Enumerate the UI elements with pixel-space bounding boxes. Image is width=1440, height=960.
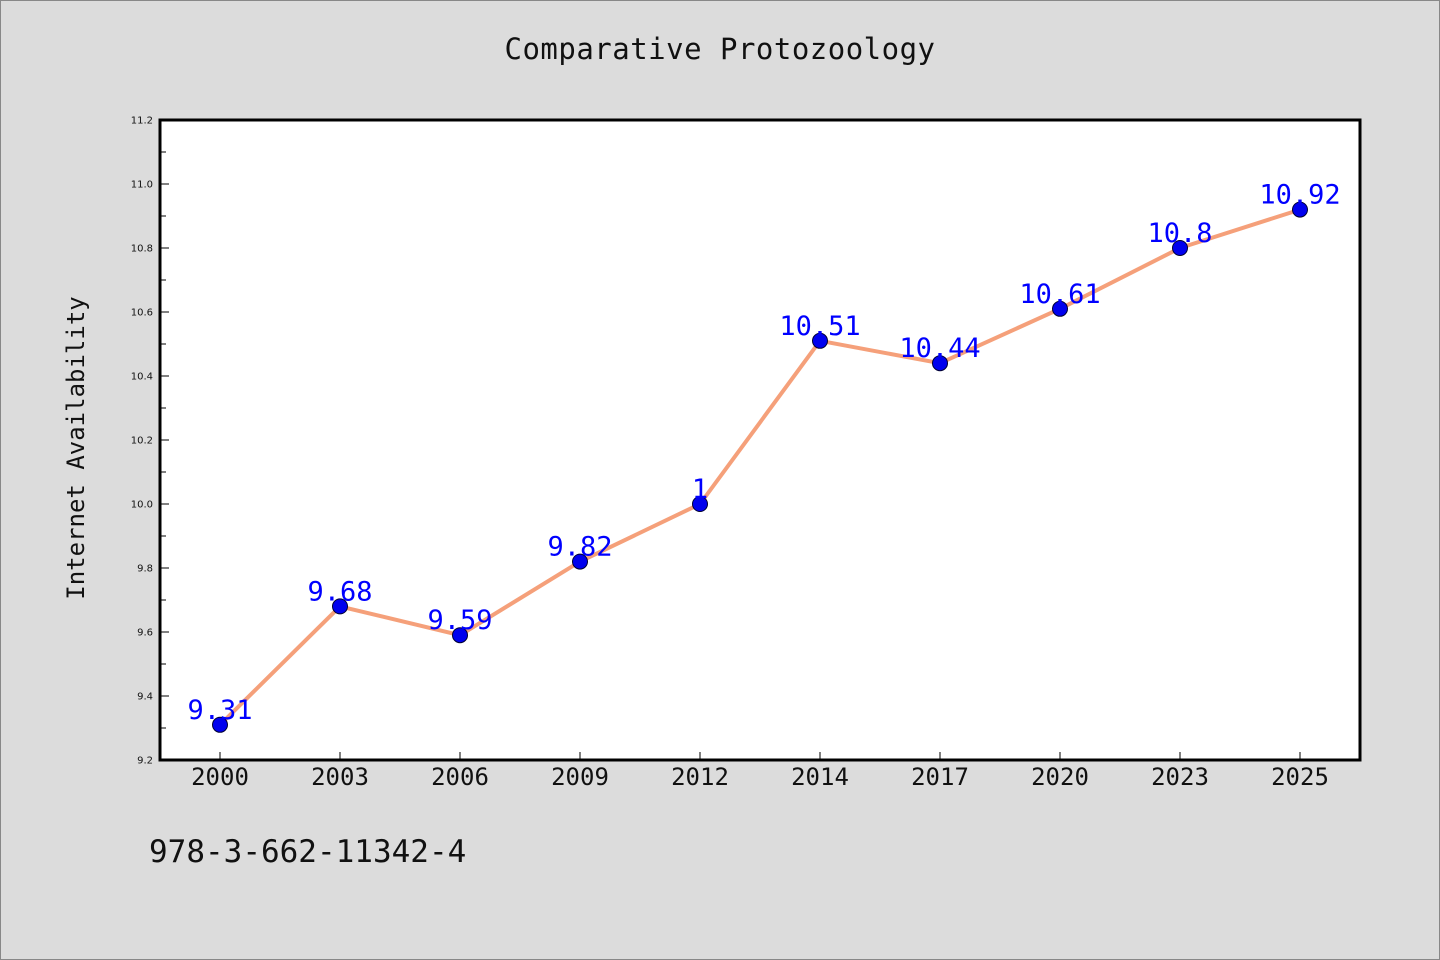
- chart-title: Comparative Protozoology: [504, 32, 936, 66]
- data-label: 10.92: [1259, 180, 1340, 211]
- data-point: [332, 598, 348, 615]
- x-tick-label: 2006: [431, 763, 489, 791]
- y-axis-ticks: 9.2 9.4 9.6 9.8 10.0 10.2 10.4 10.6 10.8 11.0 11.2: [131, 116, 169, 767]
- data-point: [692, 496, 708, 512]
- data-point: [1052, 300, 1068, 317]
- y-tick-label: 9.2: [137, 756, 153, 767]
- x-tick-label: 2017: [911, 763, 969, 791]
- series-group: 9.31 9.68 9.59 9.82 1 10.51 10.44 10.61 10.8 10.9…: [187, 180, 1341, 733]
- data-point: [932, 355, 948, 372]
- y-tick-label: 9.6: [137, 628, 153, 639]
- data-label: 10.8: [1147, 218, 1212, 249]
- data-label: 10.51: [779, 311, 860, 342]
- y-tick-label: 10.2: [131, 436, 153, 447]
- series-line: [218, 207, 1302, 727]
- x-tick-label: 2014: [791, 763, 849, 791]
- x-tick-label: 2023: [1151, 763, 1209, 791]
- data-point: [452, 627, 468, 644]
- data-point: [572, 553, 588, 570]
- data-point: [1292, 201, 1308, 218]
- x-tick-label: 2025: [1271, 763, 1329, 791]
- data-label: 10.61: [1019, 279, 1100, 310]
- x-axis-ticks: 2000 2003 2006 2009 2012 2014 2017 2020 2023 2025: [191, 752, 1329, 791]
- isbn-text: 978-3-662-11342-4: [149, 834, 467, 870]
- data-label: 9.68: [307, 576, 372, 607]
- x-tick-label: 2012: [671, 763, 729, 791]
- data-point: [212, 716, 228, 733]
- y-tick-label: 10.4: [131, 372, 153, 383]
- x-tick-label: 2020: [1031, 763, 1089, 791]
- x-tick-label: 2000: [191, 763, 249, 791]
- data-label: 10.44: [899, 333, 980, 364]
- y-tick-label: 10.6: [131, 308, 153, 319]
- x-tick-label: 2009: [551, 763, 609, 791]
- y-tick-label: 10.8: [131, 244, 153, 255]
- y-tick-label: 11.0: [131, 180, 153, 191]
- y-tick-label: 9.8: [137, 564, 153, 575]
- data-point: [1172, 240, 1188, 256]
- y-tick-label: 11.2: [131, 116, 153, 127]
- data-label: 9.59: [427, 605, 492, 636]
- y-tick-label: 10.0: [131, 500, 153, 511]
- data-label: 9.31: [187, 695, 252, 726]
- x-tick-label: 2003: [311, 763, 369, 791]
- data-label: 1: [692, 474, 708, 505]
- data-label: 9.82: [547, 532, 612, 563]
- plot-area: [158, 118, 1362, 762]
- y-tick-label: 9.4: [137, 692, 153, 703]
- data-point: [812, 332, 828, 349]
